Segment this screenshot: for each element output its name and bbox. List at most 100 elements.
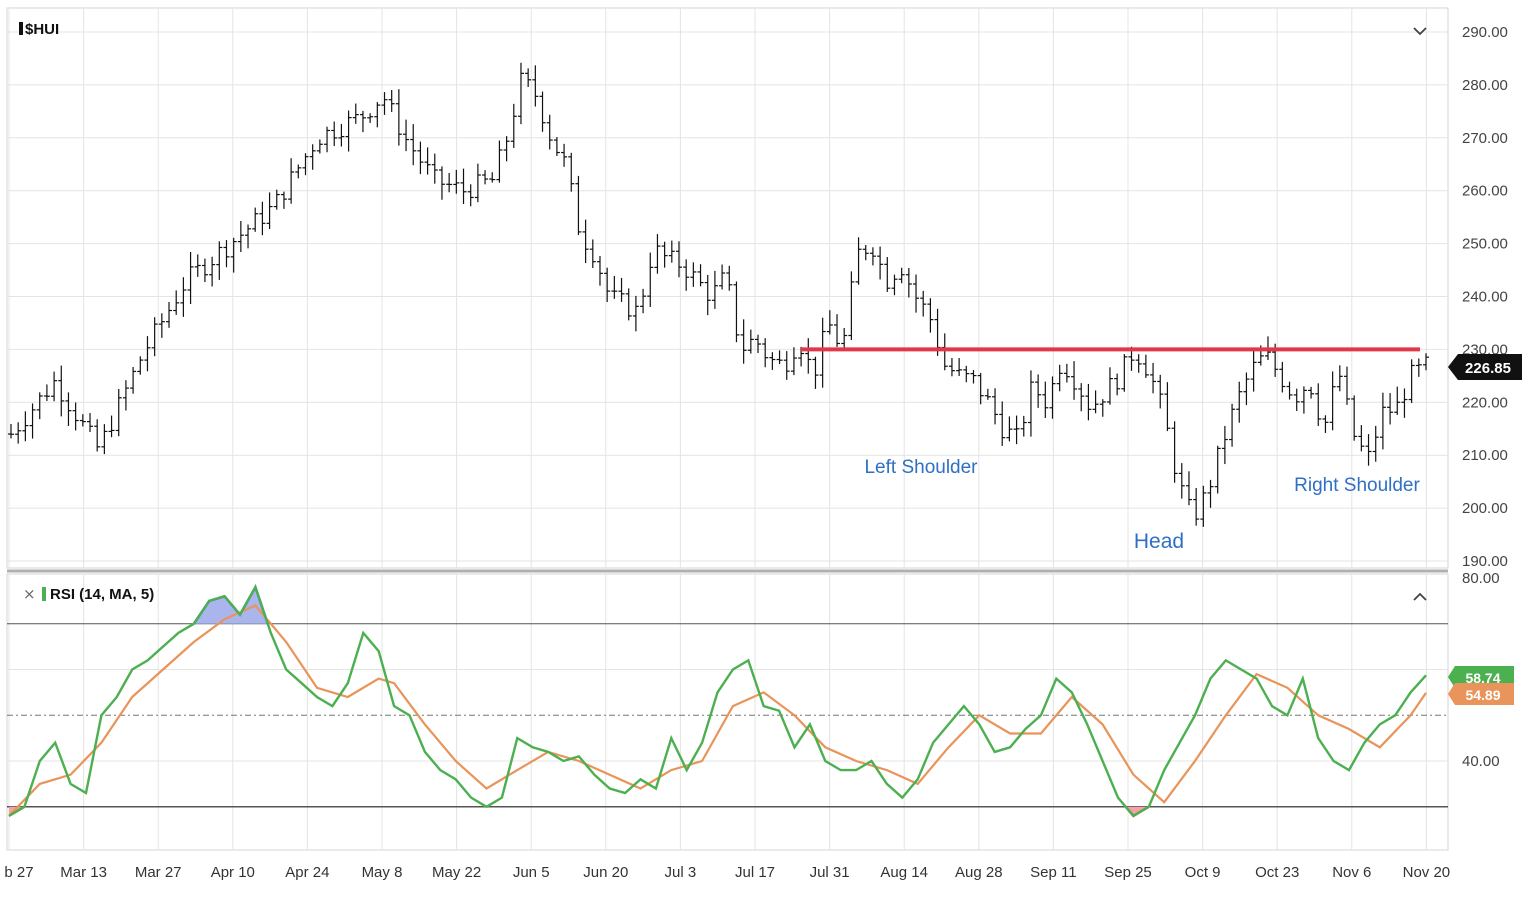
price-bar: [963, 365, 970, 383]
price-y-tick: 200.00: [1462, 500, 1508, 517]
price-bar: [1221, 425, 1228, 465]
price-bar: [1387, 393, 1394, 425]
price-y-tick: 290.00: [1462, 24, 1508, 41]
price-bar: [252, 207, 259, 232]
rsi-panel-frame: [6, 573, 1449, 851]
price-bar: [1300, 386, 1307, 414]
price-bar: [22, 411, 29, 442]
rsi-value-tag: 58.74: [1448, 666, 1514, 688]
price-bar: [1286, 381, 1293, 400]
price-bar: [898, 267, 905, 284]
price-bar: [790, 347, 797, 376]
price-bar: [417, 141, 424, 175]
price-bar: [158, 313, 165, 338]
x-tick-label: Jun 5: [513, 864, 550, 881]
price-bar: [245, 224, 252, 249]
annotation-head: Head: [1134, 530, 1184, 553]
price-bar: [905, 267, 912, 298]
price-bar: [273, 189, 280, 210]
price-bar: [948, 358, 955, 377]
x-tick-label: Sep 11: [1030, 864, 1076, 881]
price-bar: [345, 110, 352, 152]
price-bar: [1408, 359, 1415, 403]
price-bar: [1243, 372, 1250, 406]
price-bar: [733, 281, 740, 343]
price-bar: [489, 172, 496, 183]
price-bar: [532, 65, 539, 107]
price-bar: [632, 295, 639, 332]
price-bar: [711, 270, 718, 309]
price-bar: [1114, 373, 1121, 396]
price-bar: [927, 298, 934, 333]
price-bar: [517, 62, 524, 125]
price-bar: [984, 388, 991, 400]
price-bar: [970, 370, 977, 384]
price-bar: [913, 274, 920, 313]
price-bar: [36, 392, 43, 420]
price-bar: [869, 247, 876, 266]
price-bar: [1423, 353, 1429, 371]
price-bar: [266, 192, 273, 230]
price-bar: [1042, 381, 1049, 418]
x-tick-label: Jul 17: [735, 864, 775, 881]
price-bar: [1020, 415, 1027, 437]
x-tick-label: Jun 20: [583, 864, 628, 881]
price-bar: [1343, 366, 1350, 405]
price-bar: [388, 90, 395, 112]
price-bar: [1106, 367, 1113, 405]
price-bar: [1336, 365, 1343, 392]
price-bar: [1049, 376, 1056, 419]
close-indicator-icon[interactable]: ×: [23, 585, 36, 603]
price-bar: [94, 419, 101, 452]
price-y-tick: 220.00: [1462, 394, 1508, 411]
chevron-up-icon[interactable]: [1413, 592, 1427, 601]
price-bar: [1315, 383, 1322, 426]
price-bar: [561, 143, 568, 167]
price-bar: [1157, 374, 1164, 409]
price-bar: [1099, 399, 1106, 417]
x-tick-label: Mar 13: [60, 864, 107, 881]
price-bar: [144, 336, 151, 372]
price-bar: [819, 317, 826, 388]
price-bar: [740, 319, 747, 364]
price-bar: [446, 172, 453, 193]
pattern-annotations: Left Shoulder Head Right Shoulder: [864, 457, 1420, 553]
price-bar: [596, 255, 603, 286]
price-bar: [697, 264, 704, 287]
price-bar: [1322, 415, 1329, 433]
price-bar: [726, 265, 733, 291]
x-tick-label: Oct 9: [1185, 864, 1221, 881]
x-tick-label: Jul 3: [665, 864, 697, 881]
price-bar: [467, 184, 474, 207]
rsi-color-marker: [42, 587, 46, 601]
chevron-down-icon[interactable]: [1413, 27, 1427, 36]
price-bar: [151, 317, 158, 357]
price-bar: [862, 245, 869, 261]
price-bar: [194, 254, 201, 277]
price-bar: [1308, 386, 1315, 399]
price-bar: [410, 124, 417, 166]
price-bar: [1229, 403, 1236, 447]
ma-value-label: 54.89: [1465, 687, 1500, 703]
price-bar: [884, 257, 891, 292]
x-tick-label: May 22: [432, 864, 481, 881]
price-bar: [826, 310, 833, 335]
price-bar: [1329, 371, 1336, 431]
price-bar: [589, 239, 596, 269]
price-bar: [259, 201, 266, 236]
price-bar: [1071, 361, 1078, 400]
price-bar: [1358, 425, 1365, 452]
price-bar: [1214, 445, 1221, 494]
price-bar: [424, 147, 431, 175]
price-bar: [661, 241, 668, 268]
price-bar: [1092, 390, 1099, 414]
rsi-y-tick: 80.00: [1462, 570, 1500, 587]
price-bar: [1027, 370, 1034, 437]
price-bar: [43, 384, 50, 401]
rsi-value-label: 58.74: [1465, 670, 1500, 686]
annotation-left-shoulder: Left Shoulder: [864, 457, 978, 478]
price-bar: [1085, 383, 1092, 421]
price-bar: [338, 123, 345, 147]
price-bar: [877, 246, 884, 280]
price-bar: [568, 152, 575, 192]
